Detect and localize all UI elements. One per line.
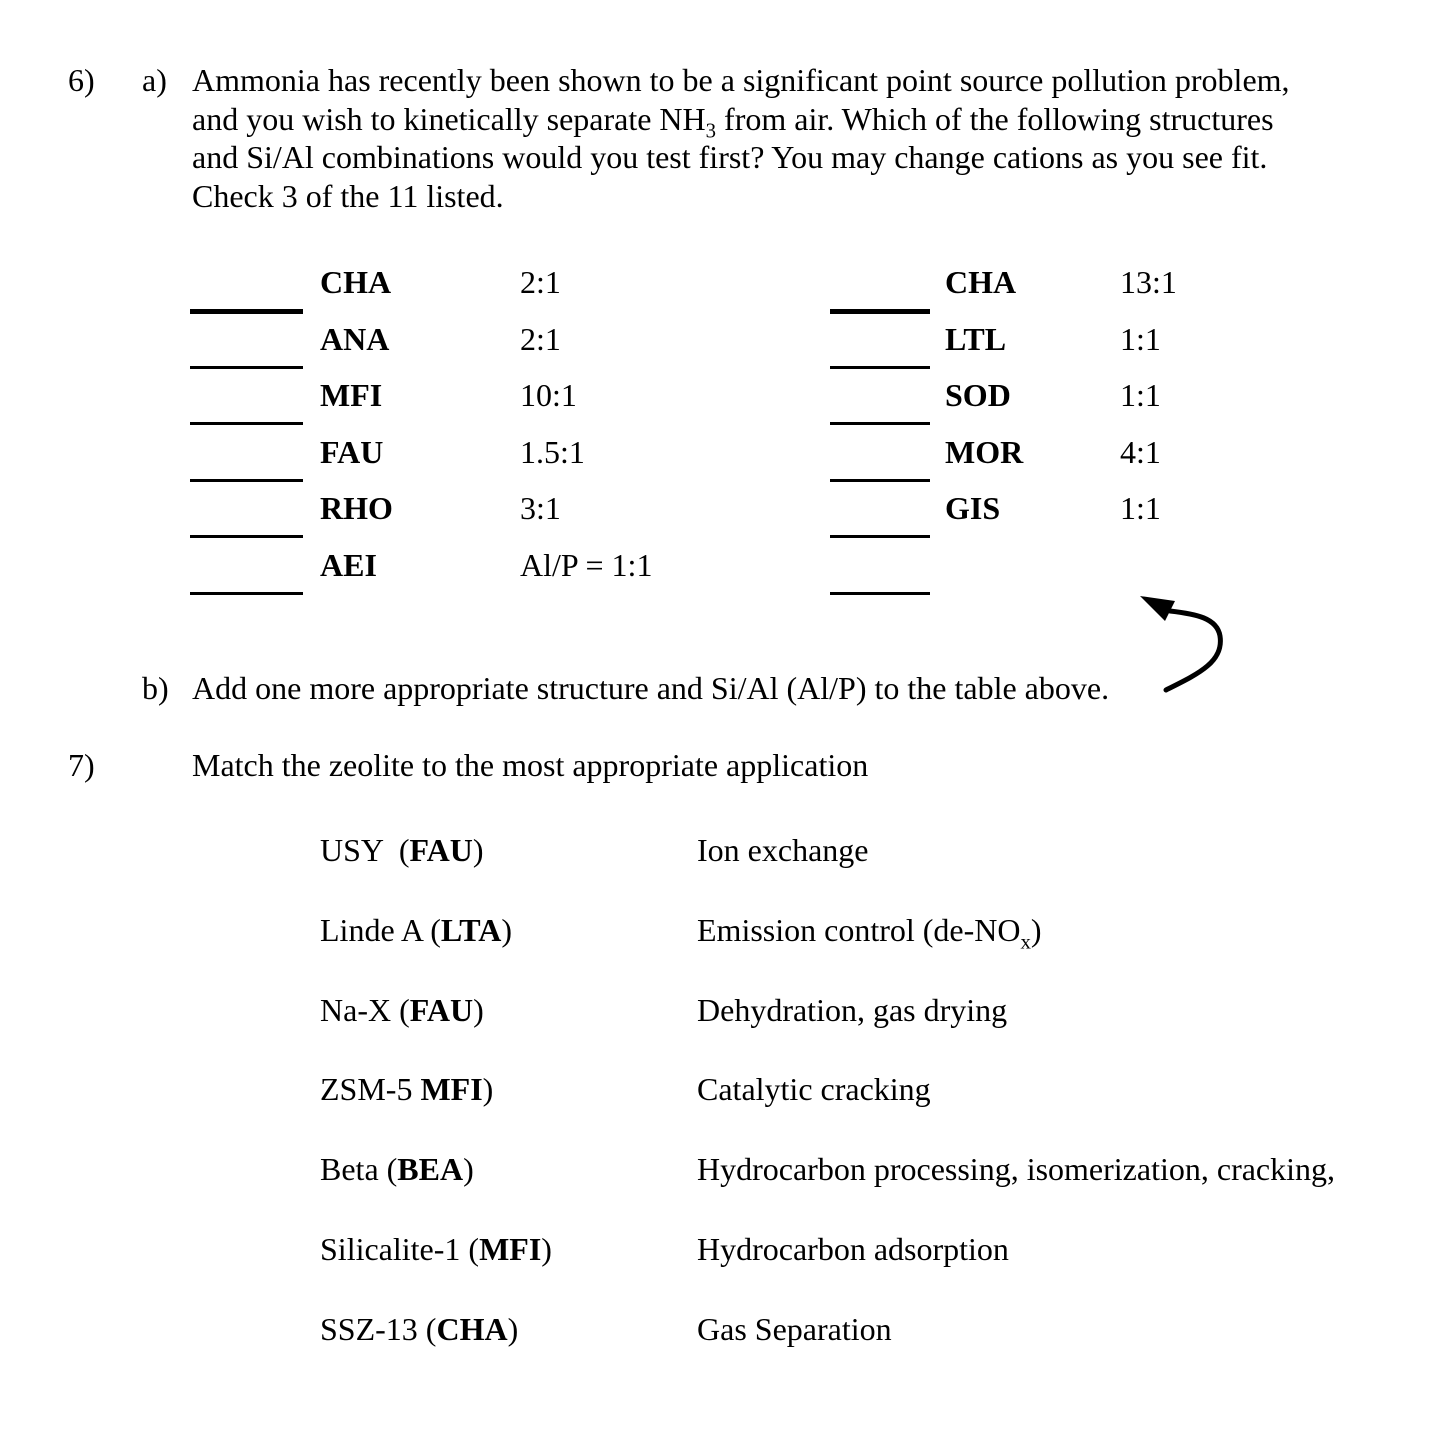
- answer-blank[interactable]: [830, 535, 930, 538]
- struct-name: CHA: [320, 264, 391, 301]
- q6a-line: Ammonia has recently been shown to be a …: [192, 62, 1290, 101]
- application-name: Ion exchange: [697, 832, 868, 869]
- struct-name: SOD: [945, 377, 1011, 414]
- worksheet-page: { "q6": { "number": "6)", "part_a_label"…: [0, 0, 1437, 1437]
- answer-blank[interactable]: [190, 422, 303, 425]
- zeolite-name: USY (FAU): [320, 832, 484, 869]
- q6a-line: Check 3 of the 11 listed.: [192, 178, 1290, 217]
- match-row: Silicalite-1 (MFI) Hydrocarbon adsorptio…: [320, 1231, 1430, 1311]
- zeolite-name: Beta (BEA): [320, 1151, 474, 1188]
- match-row: Na-X (FAU) Dehydration, gas drying: [320, 992, 1430, 1072]
- answer-blank[interactable]: [190, 309, 303, 314]
- struct-name: AEI: [320, 547, 377, 584]
- application-name: Catalytic cracking: [697, 1071, 931, 1108]
- si-al-table-left-column: CHA 2:1 ANA 2:1 MFI 10:1 FAU 1.5:1 RHO 3…: [190, 264, 660, 604]
- answer-blank[interactable]: [830, 366, 930, 369]
- q6a-paragraph: Ammonia has recently been shown to be a …: [192, 62, 1290, 216]
- struct-row: SOD 1:1: [830, 377, 1270, 434]
- struct-row: LTL 1:1: [830, 321, 1270, 378]
- application-name: Gas Separation: [697, 1311, 892, 1348]
- struct-name: FAU: [320, 434, 383, 471]
- struct-name: CHA: [945, 264, 1016, 301]
- match-row: SSZ-13 (CHA) Gas Separation: [320, 1311, 1430, 1391]
- q6b-text: Add one more appropriate structure and S…: [192, 670, 1109, 707]
- struct-row: CHA 2:1: [190, 264, 660, 321]
- struct-ratio: Al/P = 1:1: [520, 547, 652, 584]
- struct-ratio: 1:1: [1120, 321, 1161, 358]
- struct-row: AEI Al/P = 1:1: [190, 547, 660, 604]
- subscript: x: [1021, 930, 1031, 953]
- match-row: ZSM-5 MFI) Catalytic cracking: [320, 1071, 1430, 1151]
- answer-blank[interactable]: [830, 479, 930, 482]
- application-name: Emission control (de-NOx): [697, 912, 1042, 949]
- struct-row: MOR 4:1: [830, 434, 1270, 491]
- struct-ratio: 1:1: [1120, 490, 1161, 527]
- struct-name: MOR: [945, 434, 1023, 471]
- application-name: Hydrocarbon adsorption: [697, 1231, 1009, 1268]
- zeolite-name: Na-X (FAU): [320, 992, 484, 1029]
- answer-blank[interactable]: [830, 309, 930, 314]
- struct-name: RHO: [320, 490, 393, 527]
- match-row: Beta (BEA) Hydrocarbon processing, isome…: [320, 1151, 1430, 1231]
- struct-ratio: 1.5:1: [520, 434, 585, 471]
- struct-row: FAU 1.5:1: [190, 434, 660, 491]
- q6a-line: and Si/Al combinations would you test fi…: [192, 139, 1290, 178]
- match-row: Linde A (LTA) Emission control (de-NOx): [320, 912, 1430, 992]
- answer-blank[interactable]: [190, 592, 303, 595]
- struct-name: MFI: [320, 377, 382, 414]
- struct-ratio: 10:1: [520, 377, 577, 414]
- zeolite-name: Linde A (LTA): [320, 912, 512, 949]
- zeolite-name: Silicalite-1 (MFI): [320, 1231, 552, 1268]
- struct-ratio: 4:1: [1120, 434, 1161, 471]
- answer-blank[interactable]: [190, 366, 303, 369]
- struct-row: GIS 1:1: [830, 490, 1270, 547]
- q6-number: 6): [68, 62, 95, 99]
- application-name: Hydrocarbon processing, isomerization, c…: [697, 1151, 1335, 1188]
- q7-number: 7): [68, 747, 95, 784]
- struct-name: GIS: [945, 490, 1000, 527]
- answer-blank[interactable]: [190, 479, 303, 482]
- match-row: USY (FAU) Ion exchange: [320, 832, 1430, 912]
- struct-ratio: 2:1: [520, 264, 561, 301]
- q6a-line: and you wish to kinetically separate NH3…: [192, 101, 1290, 140]
- answer-blank[interactable]: [830, 422, 930, 425]
- struct-name: ANA: [320, 321, 389, 358]
- q6a-label: a): [142, 62, 167, 99]
- answer-blank[interactable]: [190, 535, 303, 538]
- zeolite-name: ZSM-5 MFI): [320, 1071, 493, 1108]
- struct-row: MFI 10:1: [190, 377, 660, 434]
- answer-blank-extra[interactable]: [830, 592, 930, 595]
- match-list: USY (FAU) Ion exchange Linde A (LTA) Emi…: [320, 832, 1430, 1391]
- struct-ratio: 13:1: [1120, 264, 1177, 301]
- struct-ratio: 2:1: [520, 321, 561, 358]
- application-name: Dehydration, gas drying: [697, 992, 1007, 1029]
- struct-row: RHO 3:1: [190, 490, 660, 547]
- si-al-table-right-column: CHA 13:1 LTL 1:1 SOD 1:1 MOR 4:1 GIS 1:1: [830, 264, 1270, 604]
- q7-prompt: Match the zeolite to the most appropriat…: [192, 747, 868, 784]
- zeolite-name: SSZ-13 (CHA): [320, 1311, 518, 1348]
- q6b-label: b): [142, 670, 169, 707]
- struct-ratio: 1:1: [1120, 377, 1161, 414]
- struct-name: LTL: [945, 321, 1006, 358]
- struct-row: ANA 2:1: [190, 321, 660, 378]
- struct-ratio: 3:1: [520, 490, 561, 527]
- struct-row: CHA 13:1: [830, 264, 1270, 321]
- curved-arrow-icon: [1100, 570, 1280, 710]
